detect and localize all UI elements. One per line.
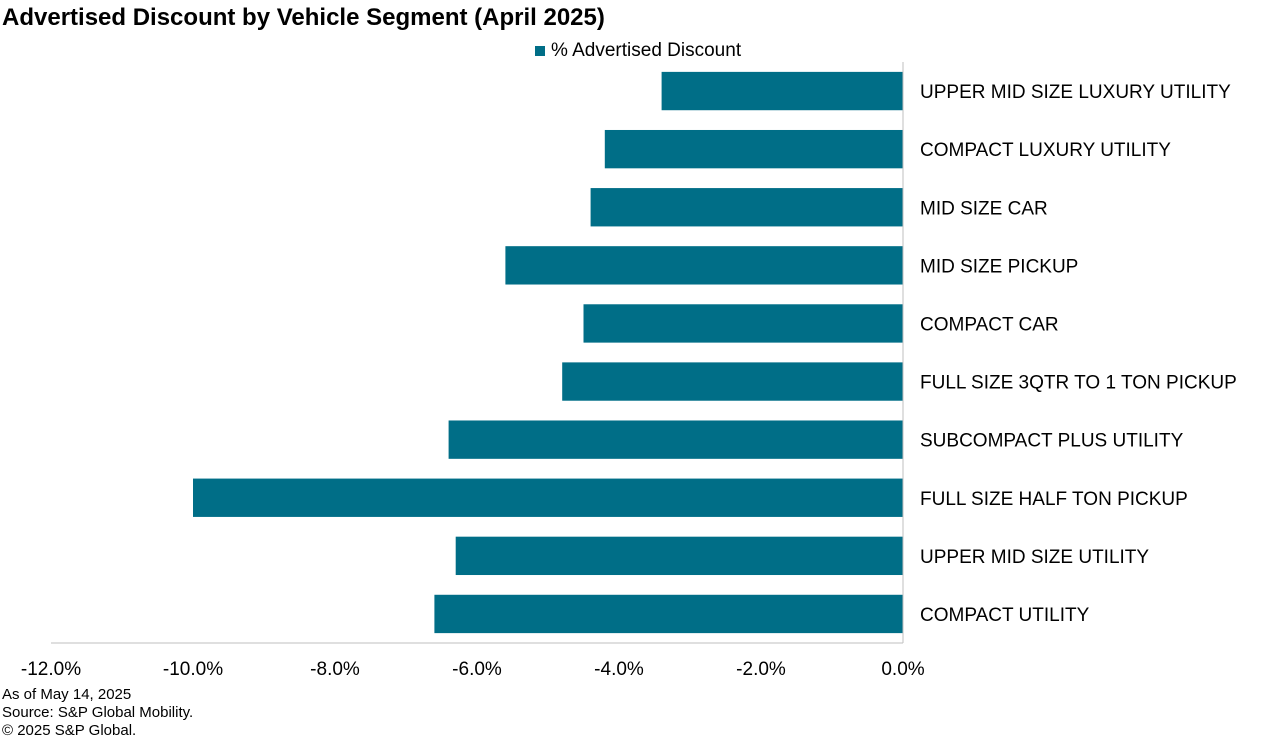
bar xyxy=(583,304,903,343)
x-tick-label: -2.0% xyxy=(736,659,786,680)
x-tick-label: -6.0% xyxy=(452,659,502,680)
category-label: UPPER MID SIZE LUXURY UTILITY xyxy=(920,82,1231,103)
x-tick-label: -8.0% xyxy=(310,659,360,680)
bar xyxy=(562,362,903,401)
x-tick-label: -4.0% xyxy=(594,659,644,680)
category-label: FULL SIZE 3QTR TO 1 TON PICKUP xyxy=(920,373,1237,394)
category-label: COMPACT LUXURY UTILITY xyxy=(920,140,1171,161)
bar xyxy=(661,71,903,111)
chart-title: Advertised Discount by Vehicle Segment (… xyxy=(2,4,605,31)
bar xyxy=(455,536,903,576)
category-label: MID SIZE CAR xyxy=(920,198,1048,219)
bar xyxy=(505,246,903,285)
x-tick-label: -12.0% xyxy=(21,659,81,680)
bar xyxy=(434,594,903,634)
chart-legend: % Advertised Discount xyxy=(535,40,741,62)
x-tick-label: -10.0% xyxy=(163,659,223,680)
category-label: COMPACT CAR xyxy=(920,314,1059,335)
category-label: SUBCOMPACT PLUS UTILITY xyxy=(920,431,1184,452)
category-label: UPPER MID SIZE UTILITY xyxy=(920,547,1149,568)
copyright-note: © 2025 S&P Global. xyxy=(2,722,137,739)
category-label: COMPACT UTILITY xyxy=(920,605,1090,626)
as-of-note: As of May 14, 2025 xyxy=(2,686,132,703)
footnotes: As of May 14, 2025 Source: S&P Global Mo… xyxy=(2,686,193,740)
bar xyxy=(448,420,903,459)
bar xyxy=(590,188,903,227)
bar xyxy=(604,129,903,169)
category-label: FULL SIZE HALF TON PICKUP xyxy=(920,489,1188,510)
x-tick-label: 0.0% xyxy=(881,659,924,680)
bar xyxy=(193,478,903,517)
source-note: Source: S&P Global Mobility. xyxy=(2,704,194,721)
legend-swatch xyxy=(535,46,545,56)
category-label: MID SIZE PICKUP xyxy=(920,256,1078,277)
legend-label: % Advertised Discount xyxy=(551,40,742,61)
